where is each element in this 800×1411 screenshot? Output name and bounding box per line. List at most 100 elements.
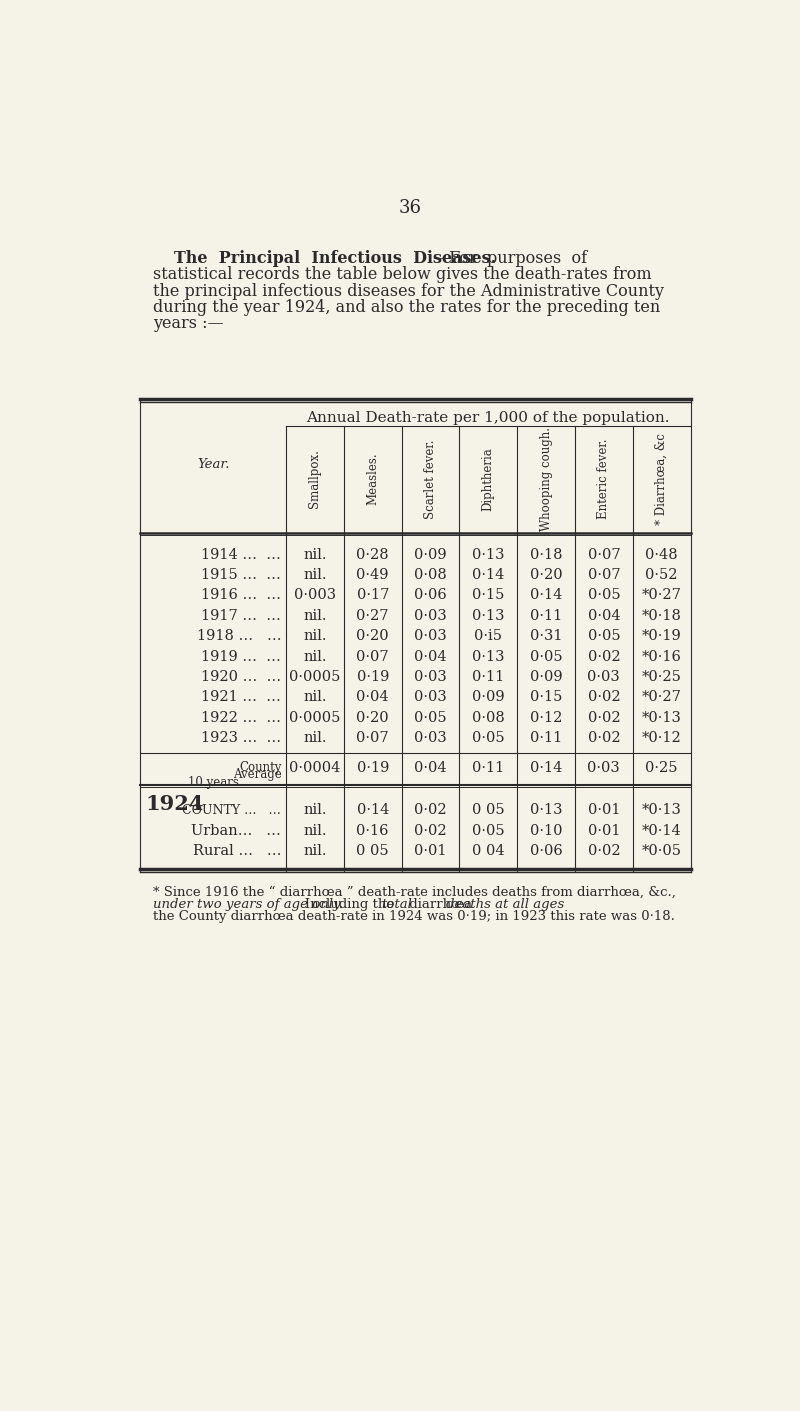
Text: Measles.: Measles. [366, 453, 379, 505]
Text: nil.: nil. [303, 731, 326, 745]
Text: 1918 …   …: 1918 … … [197, 629, 282, 643]
Text: 0·05: 0·05 [414, 711, 446, 725]
Text: 0·27: 0·27 [357, 608, 389, 622]
Text: Smallpox.: Smallpox. [308, 450, 322, 508]
Text: 1915 …  …: 1915 … … [202, 567, 282, 581]
Text: 0·15: 0·15 [472, 588, 505, 602]
Text: 0·04: 0·04 [414, 761, 446, 775]
Text: 0·11: 0·11 [472, 670, 505, 684]
Text: nil.: nil. [303, 567, 326, 581]
Text: nil.: nil. [303, 547, 326, 562]
Text: during the year 1924, and also the rates for the preceding ten: during the year 1924, and also the rates… [153, 299, 660, 316]
Text: 0·03: 0·03 [414, 731, 447, 745]
Text: County: County [239, 761, 282, 773]
Text: 0·03: 0·03 [414, 608, 447, 622]
Text: 0·14: 0·14 [472, 567, 505, 581]
Text: total: total [382, 899, 412, 912]
Text: 0·i5: 0·i5 [474, 629, 502, 643]
Text: Scarlet fever.: Scarlet fever. [424, 439, 437, 519]
Text: 0·02: 0·02 [414, 824, 446, 838]
Text: 0·04: 0·04 [587, 608, 620, 622]
Text: Enteric fever.: Enteric fever. [598, 439, 610, 519]
Text: 0·06: 0·06 [530, 844, 562, 858]
Text: 0·13: 0·13 [472, 608, 505, 622]
Text: 0·49: 0·49 [357, 567, 389, 581]
Text: 0·02: 0·02 [587, 649, 620, 663]
Text: under two years of age only.: under two years of age only. [153, 899, 342, 912]
Text: nil.: nil. [303, 629, 326, 643]
Text: 0·10: 0·10 [530, 824, 562, 838]
Text: *0·13: *0·13 [642, 711, 682, 725]
Text: 0·28: 0·28 [356, 547, 389, 562]
Text: 0·13: 0·13 [472, 649, 505, 663]
Text: the principal infectious diseases for the Administrative County: the principal infectious diseases for th… [153, 282, 664, 299]
Text: 0·01: 0·01 [588, 803, 620, 817]
Text: 0·20: 0·20 [356, 711, 389, 725]
Text: 0·19: 0·19 [357, 761, 389, 775]
Text: *0·27: *0·27 [642, 588, 682, 602]
Text: 0·11: 0·11 [530, 731, 562, 745]
Text: 0·19: 0·19 [357, 670, 389, 684]
Text: 0·13: 0·13 [472, 547, 505, 562]
Text: 0·06: 0·06 [414, 588, 447, 602]
Text: COUNTY …   …: COUNTY … … [182, 804, 282, 817]
Text: nil.: nil. [303, 844, 326, 858]
Text: 0·09: 0·09 [414, 547, 446, 562]
Text: 0·02: 0·02 [587, 690, 620, 704]
Text: 0·31: 0·31 [530, 629, 562, 643]
Text: Diphtheria: Diphtheria [482, 447, 494, 511]
Text: 1920 …  …: 1920 … … [202, 670, 282, 684]
Text: * Diarrhœa, &c: * Diarrhœa, &c [655, 433, 668, 525]
Text: 0·20: 0·20 [356, 629, 389, 643]
Text: 0·03: 0·03 [414, 629, 447, 643]
Text: 0·14: 0·14 [357, 803, 389, 817]
Text: 0·09: 0·09 [530, 670, 562, 684]
Text: 1917 …  …: 1917 … … [202, 608, 282, 622]
Text: 0·02: 0·02 [587, 844, 620, 858]
Text: Year.: Year. [197, 459, 230, 471]
Text: 1914 …  …: 1914 … … [202, 547, 282, 562]
Text: nil.: nil. [303, 824, 326, 838]
Text: 0·13: 0·13 [530, 803, 562, 817]
Text: 0·16: 0·16 [357, 824, 389, 838]
Text: 0·03: 0·03 [414, 670, 447, 684]
Text: 1916 …  …: 1916 … … [202, 588, 282, 602]
Text: 0·05: 0·05 [587, 629, 620, 643]
Text: 0·05: 0·05 [530, 649, 562, 663]
Text: diarrhœa: diarrhœa [405, 899, 476, 912]
Text: 0·11: 0·11 [530, 608, 562, 622]
Text: 0·14: 0·14 [530, 761, 562, 775]
Text: 36: 36 [398, 199, 422, 216]
Text: 0·11: 0·11 [472, 761, 505, 775]
Text: 0 04: 0 04 [472, 844, 505, 858]
Text: 0·0005: 0·0005 [290, 711, 341, 725]
Text: 0·07: 0·07 [356, 649, 389, 663]
Text: *0·05: *0·05 [642, 844, 682, 858]
Text: 0 05: 0 05 [356, 844, 389, 858]
Text: 0·08: 0·08 [414, 567, 447, 581]
Text: 1921 …  …: 1921 … … [202, 690, 282, 704]
Text: nil.: nil. [303, 649, 326, 663]
Text: 1924: 1924 [145, 794, 203, 814]
Text: 0·07: 0·07 [587, 547, 620, 562]
Text: 0·04: 0·04 [356, 690, 389, 704]
Text: 0·03: 0·03 [414, 690, 447, 704]
Text: 0·0005: 0·0005 [290, 670, 341, 684]
Text: Including the: Including the [292, 899, 398, 912]
Text: 0·14: 0·14 [530, 588, 562, 602]
Text: Average: Average [233, 769, 282, 782]
Text: 0·08: 0·08 [472, 711, 505, 725]
Text: 0·05: 0·05 [472, 731, 505, 745]
Text: 0·09: 0·09 [472, 690, 505, 704]
Text: the County diarrhœa death-rate in 1924 was 0·19; in 1923 this rate was 0·18.: the County diarrhœa death-rate in 1924 w… [153, 910, 674, 923]
Text: *0·19: *0·19 [642, 629, 682, 643]
Text: 0·07: 0·07 [356, 731, 389, 745]
Text: 0·003: 0·003 [294, 588, 336, 602]
Text: deaths at all ages: deaths at all ages [446, 899, 564, 912]
Text: *0·14: *0·14 [642, 824, 682, 838]
Text: —For  purposes  of: —For purposes of [434, 250, 587, 267]
Text: nil.: nil. [303, 608, 326, 622]
Text: 1919 …  …: 1919 … … [202, 649, 282, 663]
Text: 0·02: 0·02 [587, 731, 620, 745]
Text: 0·05: 0·05 [472, 824, 505, 838]
